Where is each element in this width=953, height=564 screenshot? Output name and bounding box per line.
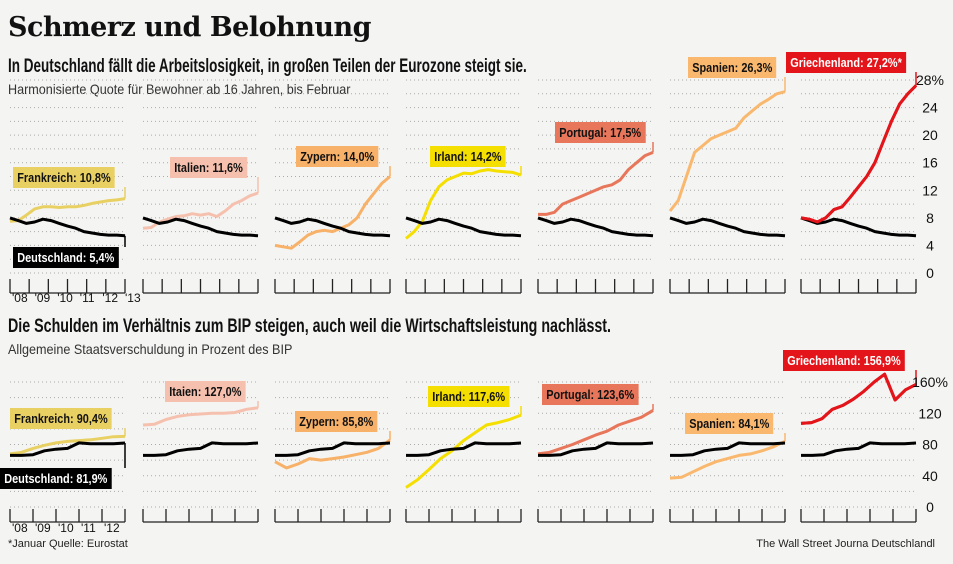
- label-griechenland: Griechenland: 156,9%: [783, 350, 905, 371]
- x-tick-label: '08: [12, 521, 28, 535]
- series-line-portugal: [538, 151, 654, 216]
- series-line-spanien: [668, 90, 786, 212]
- series-line-deutschland: [405, 216, 522, 238]
- label-zypern: Zypern: 14,0%: [296, 146, 379, 167]
- series-line-deutschland: [275, 441, 391, 457]
- label-italien: Italien: 11,6%: [170, 157, 247, 178]
- x-tick-label: '08: [12, 291, 28, 305]
- series-line-deutschland: [142, 216, 259, 238]
- x-tick-label: '09: [35, 521, 51, 535]
- x-tick-label: '13: [125, 291, 141, 305]
- series-line-griechenland: [800, 372, 917, 425]
- series-line-deutschland: [801, 441, 917, 457]
- panel-zypern: [274, 79, 391, 294]
- y-tick-label: 0: [926, 265, 934, 281]
- chart-1-title: In Deutschland fällt die Arbeitslosigkei…: [8, 56, 527, 77]
- source-credit: The Wall Street Journa Deutschlandl: [756, 538, 935, 550]
- series-line-frankreich: [9, 197, 126, 223]
- series-line-deutschland: [669, 216, 786, 238]
- y-tick-label: 28%: [916, 72, 944, 88]
- label-portugal: Portugal: 17,5%: [555, 122, 646, 143]
- panel-frankreich: [9, 79, 126, 294]
- footnote: *Januar Quelle: Eurostat: [8, 538, 128, 550]
- label-deutschland: Deutschland: 5,4%: [13, 247, 119, 268]
- x-tick-label: '12: [102, 291, 118, 305]
- panel-zypern: [274, 381, 391, 523]
- series-line-deutschland: [800, 216, 917, 238]
- label-italien: Itaien: 127,0%: [165, 381, 246, 402]
- series-line-italien: [142, 191, 259, 230]
- panel-spanien: [668, 79, 786, 294]
- y-tick-label: 12: [922, 182, 938, 198]
- label-spanien: Spanien: 26,3%: [688, 57, 777, 78]
- panel-irland: [405, 381, 522, 523]
- label-deutschland: Deutschland: 81,9%: [0, 468, 112, 489]
- x-tick-label: '10: [58, 521, 74, 535]
- series-line-griechenland: [800, 84, 918, 224]
- series-line-deutschland: [537, 216, 654, 238]
- panel-spanien: [669, 381, 786, 523]
- panel-frankreich: [9, 381, 126, 523]
- panel-griechenland: [800, 372, 917, 523]
- y-tick-label: 16: [922, 155, 938, 171]
- label-spanien: Spanien: 84,1%: [685, 413, 774, 434]
- label-frankreich: Frankreich: 10,8%: [13, 167, 115, 188]
- series-line-deutschland: [670, 441, 786, 457]
- series-line-irland: [405, 413, 522, 489]
- series-line-deutschland: [406, 441, 522, 457]
- label-portugal: Portugal: 123,6%: [542, 384, 639, 405]
- series-line-deutschland: [10, 441, 126, 457]
- x-tick-label: '11: [80, 291, 95, 305]
- chart-2-title: Die Schulden im Verhältnis zum BIP steig…: [8, 316, 612, 337]
- panel-irland: [405, 79, 522, 294]
- series-line-italien: [142, 406, 259, 427]
- chart-2-subtitle: Allgemeine Staatsverschuldung in Prozent…: [8, 341, 293, 357]
- series-line-deutschland: [9, 216, 126, 238]
- panel-italien: [142, 381, 259, 523]
- label-zypern: Zypern: 85,8%: [295, 411, 378, 432]
- y-tick-label: 80: [922, 437, 938, 453]
- y-tick-label: 20: [922, 127, 938, 143]
- label-frankreich: Frankreich: 90,4%: [10, 408, 112, 429]
- panel-griechenland: [800, 79, 918, 294]
- page-title: Schmerz und Belohnung: [8, 12, 371, 43]
- series-line-griechenland: [800, 372, 917, 425]
- series-line-portugal: [537, 409, 654, 456]
- y-tick-label: 24: [922, 100, 938, 116]
- series-line-deutschland: [538, 441, 654, 457]
- label-irland: Irland: 117,6%: [428, 386, 510, 407]
- y-tick-label: 40: [922, 468, 938, 484]
- y-tick-label: 120: [918, 405, 942, 421]
- y-tick-label: 0: [926, 499, 934, 515]
- x-tick-label: '09: [35, 291, 51, 305]
- y-tick-label: 8: [926, 210, 934, 226]
- series-line-zypern: [274, 175, 391, 250]
- panel-portugal: [537, 381, 654, 523]
- y-tick-label: 4: [926, 237, 934, 253]
- series-line-deutschland: [274, 216, 391, 238]
- label-irland: Irland: 14,2%: [430, 146, 506, 167]
- series-line-frankreich: [9, 434, 126, 456]
- x-tick-label: '12: [104, 521, 120, 535]
- series-line-deutschland: [143, 441, 259, 457]
- series-line-zypern: [274, 438, 391, 470]
- label-griechenland: Griechenland: 27,2%*: [786, 52, 907, 73]
- x-tick-label: '10: [57, 291, 73, 305]
- chart-1-subtitle: Harmonisierte Quote für Bewohner ab 16 J…: [8, 81, 351, 97]
- panel-italien: [142, 79, 259, 294]
- series-line-irland: [405, 168, 522, 240]
- x-tick-label: '11: [81, 521, 96, 535]
- y-tick-label: 160%: [912, 374, 948, 390]
- series-line-spanien: [669, 439, 786, 480]
- panel-portugal: [537, 79, 654, 294]
